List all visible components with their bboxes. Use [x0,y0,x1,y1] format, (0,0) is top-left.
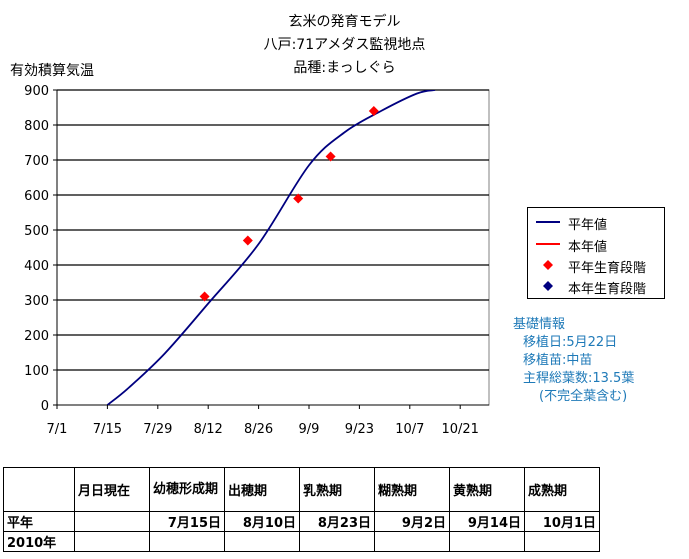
series-line-0 [106,90,436,405]
info-heading: 基礎情報 [513,317,566,332]
y-tick-label: 900 [24,84,49,99]
legend-label: 平年値 [568,218,608,233]
legend-navy-diamond-icon [543,281,553,291]
info-transplant-date: 移植日:5月22日 [523,335,618,350]
legend-line-navy-icon [536,221,560,223]
table-cell [299,531,375,552]
x-tick-label: 10/7 [395,422,424,437]
table-header-row: 月日現在 幼穂形成期 出穂期 乳熟期 糊熟期 黄熟期 成熟期 [3,467,600,512]
info-leaf-count: 主稈総葉数:13.5葉 [523,371,635,386]
x-tick-label: 8/12 [194,422,223,437]
table-cell [524,531,600,552]
y-tick-label: 0 [41,399,49,414]
table-cell: 8月23日 [299,511,375,532]
legend-label: 本年生育段階 [568,282,647,297]
table-header-cell: 糊熟期 [374,467,450,512]
table-cell: 9月14日 [449,511,525,532]
x-tick-label: 8/26 [244,422,273,437]
table-cell: 平年 [3,511,75,532]
legend-label: 本年値 [568,240,608,255]
data-point [325,151,336,162]
x-tick-label: 7/1 [47,422,68,437]
table-cell: 2010年 [3,531,75,552]
table-header-cell: 成熟期 [524,467,600,512]
table-header-cell: 月日現在 [74,467,150,512]
y-axis-label: 有効積算気温 [10,63,94,79]
y-tick-label: 200 [24,329,49,344]
table-row: 平年 7月15日 8月10日 8月23日 9月2日 9月14日 10月1日 [3,511,600,532]
table-cell [74,511,150,532]
y-tick-label: 300 [24,294,49,309]
chart-title-line-2: 八戸:71アメダス監視地点 [263,37,426,53]
legend-red-diamond-icon [543,260,553,270]
x-tick-label: 7/15 [93,422,122,437]
table-cell [224,531,300,552]
info-seedling: 移植苗:中苗 [523,353,593,368]
y-tick-label: 100 [24,364,49,379]
x-tick-label: 9/23 [345,422,374,437]
legend-item-normal-stage: 平年生育段階 [528,255,664,276]
table-cell [74,531,150,552]
table-header-cell: 出穂期 [224,467,300,512]
x-tick-label: 7/29 [143,422,172,437]
y-tick-label: 600 [24,189,49,204]
table-header-cell: 乳熟期 [299,467,375,512]
info-leaf-note: (不完全葉含む) [539,389,628,404]
data-point [368,106,379,116]
x-tick-label: 10/21 [441,422,478,437]
legend: 平年値 本年値 平年生育段階 本年生育段階 [527,207,665,299]
legend-label: 平年生育段階 [568,261,647,276]
data-point [242,235,253,246]
table-cell: 8月10日 [224,511,300,532]
legend-item-normal-line: 平年値 [528,212,664,233]
table-cell [374,531,450,552]
plot-area [56,89,490,406]
legend-item-current-stage: 本年生育段階 [528,276,664,297]
y-tick-label: 400 [24,259,49,274]
table-cell: 7月15日 [149,511,225,532]
chart-title-line-1: 玄米の発育モデル [288,14,401,30]
stage-table: 月日現在 幼穂形成期 出穂期 乳熟期 糊熟期 黄熟期 成熟期 平年 7月15日 … [3,467,600,552]
table-row: 2010年 [3,531,600,552]
table-header-cell [3,467,75,512]
x-tick-label: 9/9 [299,422,320,437]
table-cell: 9月2日 [374,511,450,532]
table-header-cell: 幼穂形成期 [149,467,225,512]
y-tick-label: 800 [24,119,49,134]
table-cell [149,531,225,552]
basic-info: 基礎情報 移植日:5月22日 移植苗:中苗 主稈総葉数:13.5葉 (不完全葉含… [513,316,634,406]
data-point [199,291,210,302]
y-tick-label: 500 [24,224,49,239]
y-tick-label: 700 [24,154,49,169]
chart-title-line-3: 品種:まっしぐら [293,60,396,76]
table-header-cell: 黄熟期 [449,467,525,512]
table-cell: 10月1日 [524,511,600,532]
chart-plot: 0 100 200 300 400 500 600 700 800 900 7/1 7/15 7/29 8… [24,84,490,437]
table-cell [449,531,525,552]
legend-line-red-icon [536,243,560,245]
legend-item-current-line: 本年値 [528,234,664,255]
data-point [293,193,304,204]
